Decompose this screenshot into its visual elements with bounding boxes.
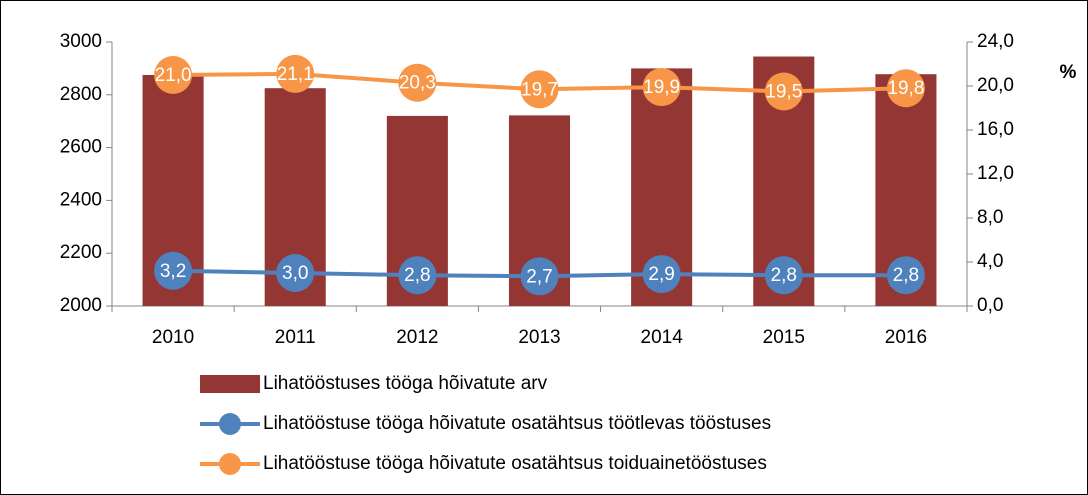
marker <box>276 254 315 292</box>
y-tick-label: 2200 <box>60 242 102 263</box>
data-label: 2,8 <box>404 265 430 286</box>
x-tick-label: 2016 <box>885 327 927 348</box>
y2-tick-label: 4,0 <box>977 251 1003 272</box>
data-label: 21,0 <box>155 65 192 86</box>
x-tick-label: 2010 <box>152 327 194 348</box>
data-label: 20,3 <box>399 73 436 94</box>
y2-tick-label: 24,0 <box>977 31 1014 52</box>
y2-tick-label: 20,0 <box>977 75 1014 96</box>
data-label: 19,9 <box>643 77 680 98</box>
marker <box>398 63 437 102</box>
marker <box>764 256 803 295</box>
marker <box>886 256 925 295</box>
y2-tick-label: 0,0 <box>977 295 1003 316</box>
marker <box>154 251 193 290</box>
legend-marker <box>219 453 241 475</box>
marker <box>520 257 559 296</box>
marker <box>764 72 803 111</box>
data-label: 19,5 <box>765 82 802 103</box>
x-tick-label: 2011 <box>275 327 316 348</box>
y2-tick-label: 8,0 <box>977 207 1003 228</box>
legend-label: Lihatööstuses tööga hõivatute arv <box>263 373 548 394</box>
y-tick-label: 2600 <box>60 137 102 158</box>
y2-tick-label: 12,0 <box>977 163 1014 184</box>
x-tick-label: 2012 <box>396 327 438 348</box>
data-label: 3,2 <box>160 261 186 282</box>
legend-label: Lihatööstuse tööga hõivatute osatähtsus … <box>263 453 767 474</box>
data-label: 19,7 <box>521 79 558 100</box>
x-tick-label: 2014 <box>641 327 684 348</box>
data-label: 2,9 <box>648 264 674 285</box>
legend-label: Lihatööstuse tööga hõivatute osatähtsus … <box>263 413 771 434</box>
data-label: 2,8 <box>893 265 919 286</box>
legend-marker <box>219 413 241 435</box>
marker <box>398 256 437 295</box>
y-tick-label: 3000 <box>60 31 102 52</box>
marker <box>642 68 681 107</box>
x-tick-label: 2013 <box>518 327 560 348</box>
x-tick-label: 2015 <box>763 327 805 348</box>
data-label: 3,0 <box>282 263 308 284</box>
data-label: 2,8 <box>771 265 797 286</box>
legend-swatch <box>200 375 260 393</box>
y-tick-label: 2000 <box>60 295 102 316</box>
marker <box>154 56 193 94</box>
data-label: 21,1 <box>277 64 314 85</box>
data-label: 19,8 <box>887 78 924 99</box>
y-tick-label: 2800 <box>60 84 102 105</box>
y-tick-label: 2400 <box>60 189 102 210</box>
marker <box>276 54 315 93</box>
marker <box>886 69 925 108</box>
marker <box>642 255 681 294</box>
marker <box>520 70 559 109</box>
y2-tick-label: 16,0 <box>977 119 1014 140</box>
data-label: 2,7 <box>526 266 552 287</box>
y2-axis-label: % <box>1060 62 1077 83</box>
